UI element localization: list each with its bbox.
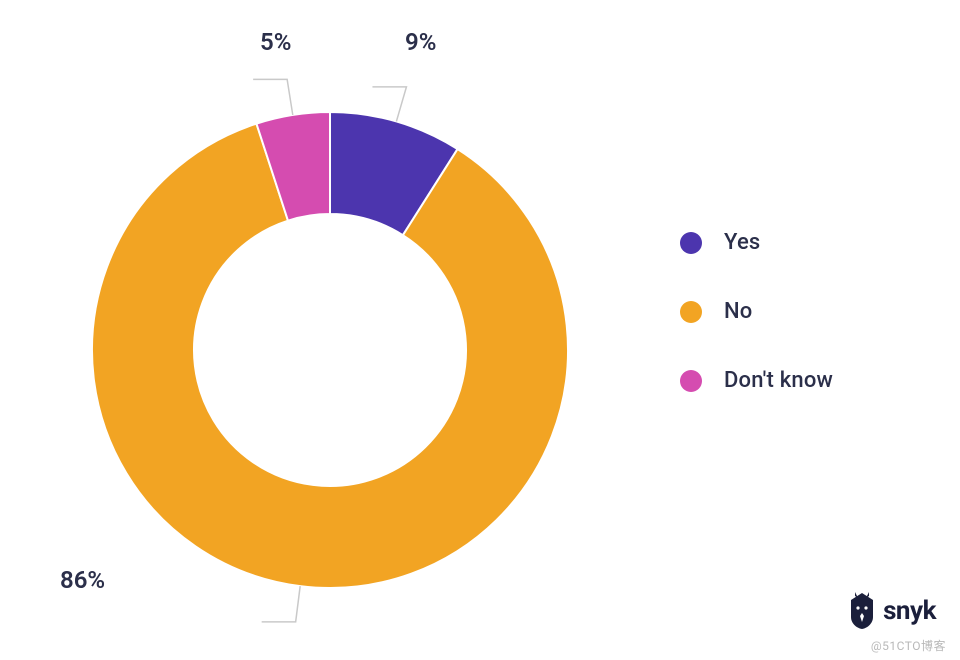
donut-svg xyxy=(50,20,610,640)
leader-line-no xyxy=(262,586,301,622)
brand-text: snyk xyxy=(883,596,936,626)
snyk-dog-icon xyxy=(847,592,877,630)
legend: Yes No Don't know xyxy=(680,230,833,437)
legend-label: Yes xyxy=(724,230,760,255)
watermark-text: @51CTO博客 xyxy=(871,637,946,654)
callout-label-no: 86% xyxy=(60,566,105,594)
donut-chart: 9% 5% 86% xyxy=(50,20,610,640)
callout-label-dont_know: 5% xyxy=(260,28,291,56)
legend-item-no: No xyxy=(680,299,833,324)
legend-label: Don't know xyxy=(724,368,833,393)
legend-item-yes: Yes xyxy=(680,230,833,255)
callout-label-yes: 9% xyxy=(405,28,436,56)
brand-logo: snyk xyxy=(847,592,936,630)
legend-dot-icon xyxy=(680,370,702,392)
legend-label: No xyxy=(724,299,753,324)
legend-dot-icon xyxy=(680,232,702,254)
legend-dot-icon xyxy=(680,301,702,323)
legend-item-dont-know: Don't know xyxy=(680,368,833,393)
leader-line-dont_know xyxy=(253,79,293,115)
